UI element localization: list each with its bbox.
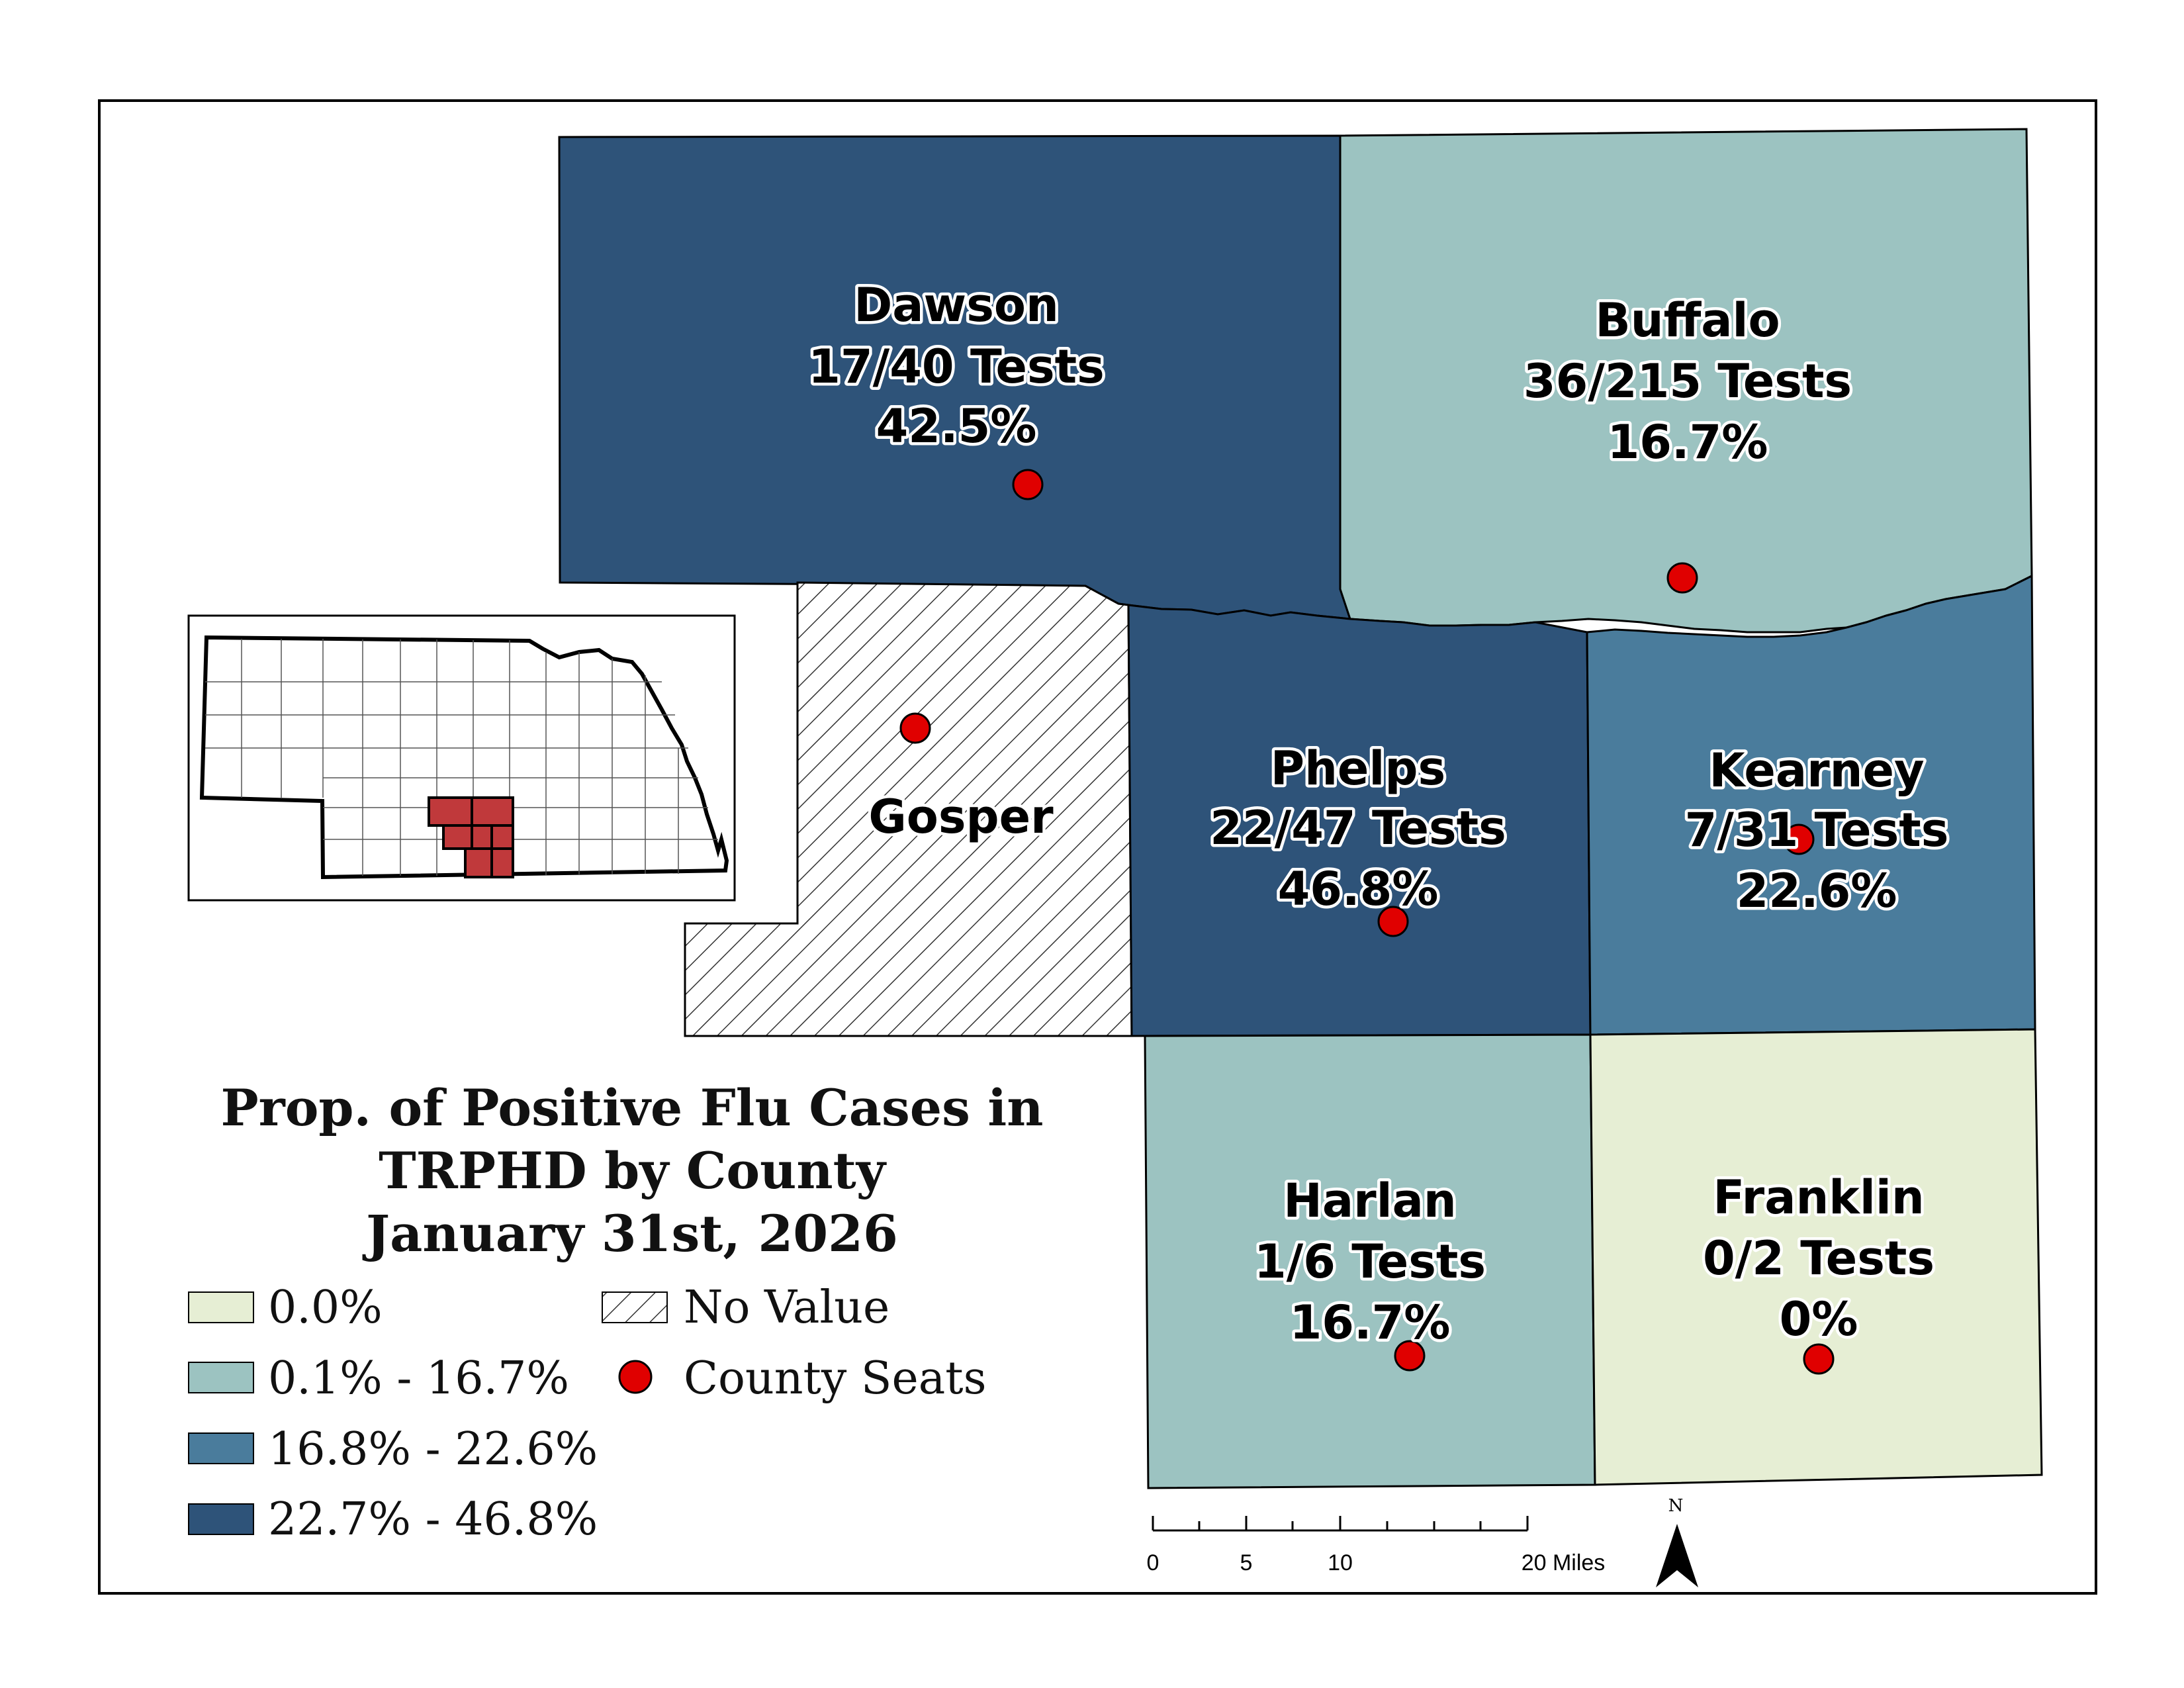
label-dawson: Dawson 17/40 Tests 42.5%	[805, 275, 1107, 457]
label-franklin: Franklin 0/2 Tests 0%	[1700, 1168, 1937, 1350]
county-tests: 0/2 Tests	[1703, 1231, 1934, 1286]
county-seat-franklin[interactable]	[1803, 1343, 1835, 1375]
scale-label-5: 5	[1240, 1550, 1253, 1575]
county-seat-dawson[interactable]	[1012, 469, 1044, 500]
nebraska-locator-inset	[187, 614, 736, 902]
county-name: Kearney	[1709, 743, 1924, 798]
county-tests: 17/40 Tests	[808, 340, 1104, 394]
title-line-3: January 31st, 2026	[362, 1204, 898, 1263]
county-seat-buffalo[interactable]	[1666, 562, 1698, 594]
legend-label-high: 22.7% - 46.8%	[268, 1493, 598, 1546]
scale-label-10: 10	[1328, 1550, 1353, 1575]
county-franklin[interactable]	[1589, 1028, 2043, 1486]
scale-label-20: 20 Miles	[1522, 1550, 1606, 1575]
legend-label-county-seats: County Seats	[684, 1352, 987, 1405]
legend-swatch-zero	[188, 1291, 254, 1323]
county-name: Franklin	[1713, 1170, 1924, 1225]
north-label: N	[1668, 1496, 1684, 1516]
county-name: Dawson	[854, 278, 1059, 332]
county-tests: 36/215 Tests	[1524, 354, 1852, 408]
county-name: Buffalo	[1595, 293, 1780, 348]
county-percent: 16.7%	[1290, 1295, 1451, 1350]
scale-bar	[1152, 1516, 1529, 1532]
legend-label-mid: 16.8% - 22.6%	[268, 1423, 598, 1476]
county-percent: 42.5%	[876, 399, 1037, 453]
legend-label-zero: 0.0%	[268, 1282, 383, 1334]
title-line-2: TRPHD by County	[379, 1141, 887, 1200]
county-phelps[interactable]	[1127, 604, 1592, 1037]
nebraska-county-lines	[205, 639, 718, 876]
county-percent: 0%	[1780, 1292, 1858, 1346]
label-kearney: Kearney 7/31 Tests 22.6%	[1682, 741, 1952, 921]
county-name: Harlan	[1283, 1174, 1456, 1228]
county-kearney[interactable]	[1586, 574, 2036, 1036]
county-percent: 46.8%	[1278, 862, 1439, 916]
county-seat-kearney[interactable]	[1783, 823, 1815, 855]
legend-swatch-mid	[188, 1432, 254, 1464]
nebraska-outline	[199, 635, 729, 880]
title-line-1: Prop. of Positive Flu Cases in	[221, 1078, 1044, 1137]
scale-label-0: 0	[1147, 1550, 1160, 1575]
legend: 0.0% 0.1% - 16.7% 16.8% - 22.6% 22.7% - …	[188, 1282, 987, 1546]
label-gosper: Gosper	[866, 787, 1057, 847]
legend-swatch-no-value	[602, 1291, 668, 1323]
county-tests: 1/6 Tests	[1254, 1235, 1486, 1289]
county-name: Gosper	[868, 790, 1054, 844]
north-arrow-icon: N	[1656, 1496, 1698, 1587]
county-seat-gosper[interactable]	[899, 712, 931, 744]
label-harlan: Harlan 1/6 Tests 16.7%	[1251, 1171, 1488, 1353]
county-tests: 7/31 Tests	[1685, 803, 1949, 857]
county-percent: 22.6%	[1737, 864, 1897, 918]
legend-swatch-high	[188, 1503, 254, 1535]
legend-label-no-value: No Value	[684, 1282, 889, 1334]
county-seat-phelps[interactable]	[1377, 906, 1409, 937]
county-name: Phelps	[1271, 741, 1445, 796]
legend-swatch-low	[188, 1362, 254, 1393]
label-buffalo: Buffalo 36/215 Tests 16.7%	[1520, 291, 1854, 473]
legend-label-low: 0.1% - 16.7%	[268, 1352, 569, 1405]
county-tests: 22/47 Tests	[1210, 801, 1506, 855]
legend-seat-symbol	[618, 1360, 653, 1394]
county-seat-harlan[interactable]	[1394, 1340, 1426, 1372]
county-percent: 16.7%	[1608, 415, 1768, 469]
trphd-region-locator	[428, 796, 514, 878]
label-phelps: Phelps 22/47 Tests 46.8%	[1207, 739, 1509, 919]
map-title: Prop. of Positive Flu Cases in TRPHD by …	[221, 1078, 1044, 1263]
